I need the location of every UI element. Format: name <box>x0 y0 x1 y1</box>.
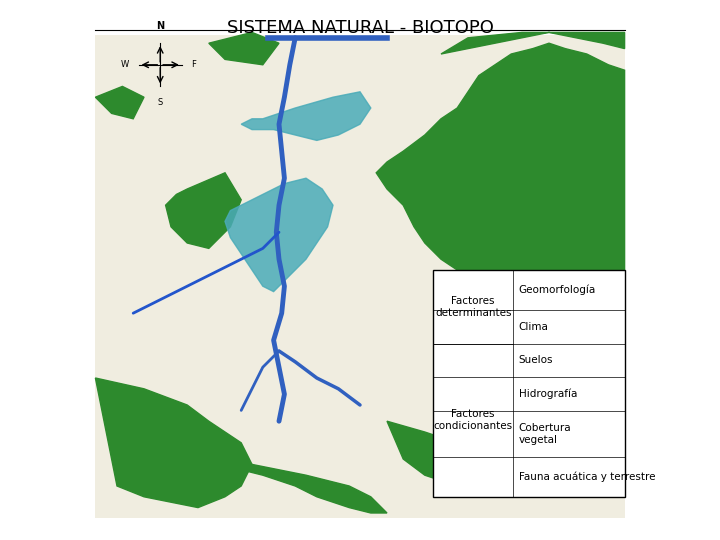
Polygon shape <box>95 378 252 508</box>
Text: N: N <box>156 21 164 31</box>
Text: Clima: Clima <box>519 322 549 332</box>
Polygon shape <box>376 43 625 313</box>
Text: F: F <box>192 60 197 69</box>
Polygon shape <box>209 32 279 65</box>
Text: Suelos: Suelos <box>519 355 553 366</box>
Polygon shape <box>241 464 387 513</box>
Text: S: S <box>158 98 163 107</box>
Text: Factores
determinantes: Factores determinantes <box>435 296 511 318</box>
Polygon shape <box>387 421 495 497</box>
Polygon shape <box>441 32 625 54</box>
Polygon shape <box>225 178 333 292</box>
Text: Cobertura
vegetal: Cobertura vegetal <box>519 423 572 445</box>
Polygon shape <box>241 92 371 140</box>
Polygon shape <box>95 86 144 119</box>
Text: SISTEMA NATURAL - BIOTOPO: SISTEMA NATURAL - BIOTOPO <box>227 19 493 37</box>
FancyBboxPatch shape <box>433 270 625 497</box>
Text: Fauna acuática y terrestre: Fauna acuática y terrestre <box>519 471 655 482</box>
Polygon shape <box>166 173 241 248</box>
Text: W: W <box>121 60 129 69</box>
Text: Geomorfología: Geomorfología <box>519 285 596 295</box>
Text: Hidrografía: Hidrografía <box>519 389 577 400</box>
FancyBboxPatch shape <box>95 35 625 518</box>
Text: Factores
condicionantes: Factores condicionantes <box>433 409 513 431</box>
